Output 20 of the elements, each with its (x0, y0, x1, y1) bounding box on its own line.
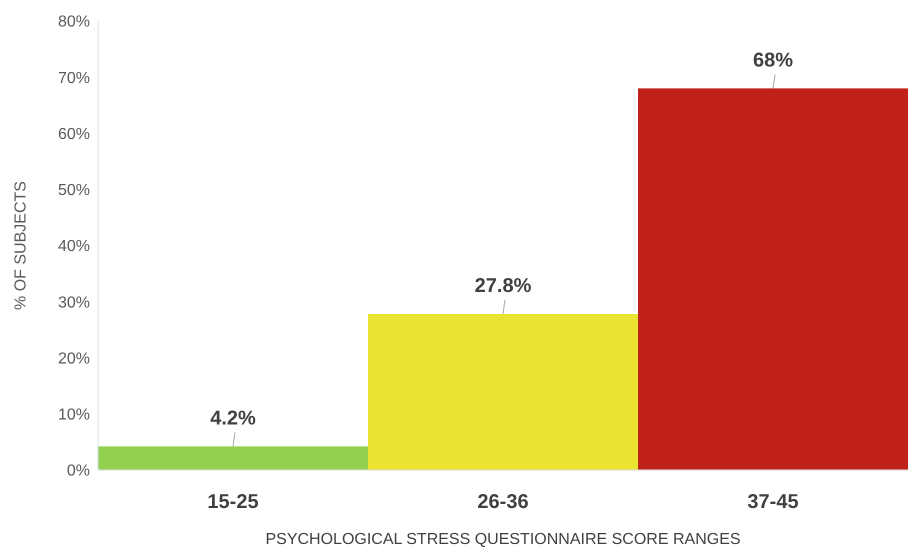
y-tick-label: 70% (58, 70, 90, 87)
x-axis-title: PSYCHOLOGICAL STRESS QUESTIONNAIRE SCORE RANGES (265, 531, 741, 548)
y-tick-label: 20% (58, 350, 90, 368)
bar (638, 88, 908, 470)
y-tick-label: 10% (58, 406, 90, 424)
bar (98, 446, 368, 470)
data-label: 27.8% (474, 274, 532, 297)
y-tick-label: 80% (58, 14, 90, 31)
y-tick-label: 50% (58, 182, 90, 200)
data-label: 4.2% (210, 407, 256, 430)
data-label: 68% (752, 49, 794, 72)
y-axis-title: % OF SUBJECTS (12, 181, 30, 310)
y-tick-label: 30% (58, 294, 90, 312)
y-tick-label: 60% (58, 126, 90, 143)
y-tick-label: 40% (58, 238, 90, 256)
bar (368, 314, 638, 470)
y-tick-label: 0% (66, 462, 90, 480)
x-tick-label: 37-45 (747, 491, 799, 514)
x-tick-label: 26-36 (477, 491, 529, 514)
x-tick-label: 15-25 (207, 491, 259, 514)
